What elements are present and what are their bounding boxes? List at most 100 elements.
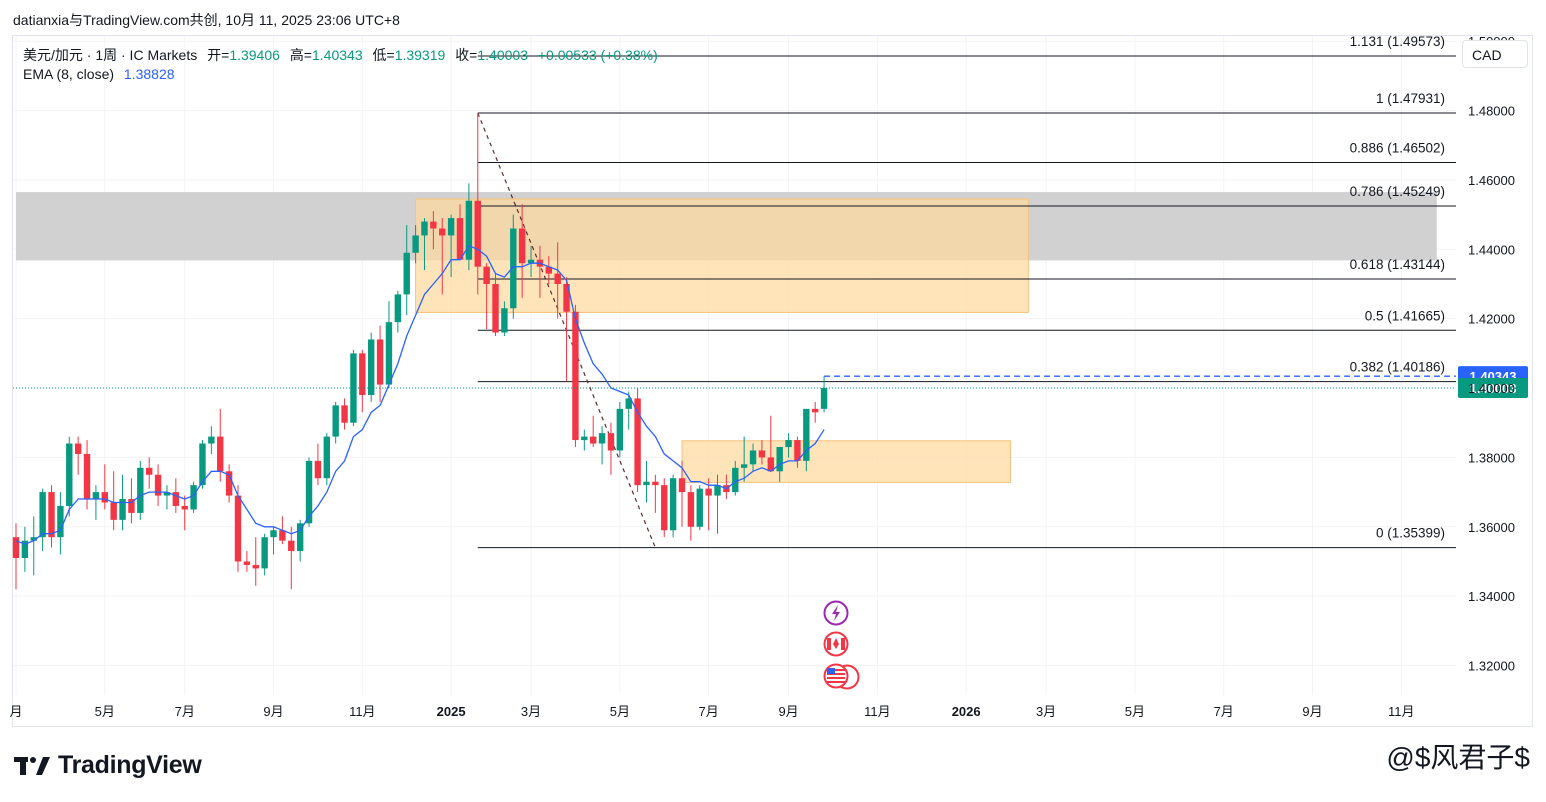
candle-body bbox=[359, 353, 366, 395]
candle-body bbox=[510, 228, 517, 309]
candle-body bbox=[572, 311, 579, 441]
candle-body bbox=[776, 447, 783, 472]
legend-high: 1.40343 bbox=[312, 47, 363, 63]
candle-body bbox=[225, 471, 233, 496]
x-tick-label: 9月 bbox=[1302, 704, 1322, 719]
candle-body bbox=[137, 467, 144, 513]
y-tick-label: 1.42000 bbox=[1468, 312, 1515, 327]
candle-body bbox=[83, 453, 91, 500]
ema-line bbox=[15, 244, 825, 545]
canada-flag-right-bar bbox=[841, 638, 845, 650]
candle-body bbox=[163, 492, 171, 496]
candles bbox=[12, 114, 828, 590]
event-markers bbox=[823, 600, 860, 690]
last-price-tag bbox=[1458, 377, 1528, 398]
time-axis: 月 5月 7月 9月 11月 2025 3月 5月 7月 9月 11月 2026 3月 5月 7月 9月 11月 bbox=[9, 704, 1414, 719]
candle-body bbox=[234, 495, 242, 562]
candle-body bbox=[350, 353, 357, 423]
ema-label: EMA (8, close) bbox=[23, 66, 115, 82]
canada-flag-leaf bbox=[833, 638, 839, 649]
candle-body bbox=[643, 481, 650, 486]
legend-high-label: 高= bbox=[289, 47, 312, 63]
candle-body bbox=[368, 339, 375, 395]
x-tick-label: 7月 bbox=[1214, 704, 1234, 719]
x-tick-label: 5月 bbox=[95, 704, 115, 719]
candle-body bbox=[767, 457, 774, 472]
ema-value: 1.38828 bbox=[123, 66, 175, 82]
usa-icon-ring bbox=[823, 663, 849, 689]
lightning-icon-bolt bbox=[832, 605, 840, 621]
fib-label: 0.786 (1.45249) bbox=[1350, 184, 1445, 199]
y-tick-label: 1.40000 bbox=[1468, 381, 1515, 396]
candle-body bbox=[190, 485, 197, 510]
candle-body bbox=[758, 450, 766, 458]
fib-label: 0.5 (1.41665) bbox=[1365, 308, 1445, 323]
candle-body bbox=[332, 405, 339, 437]
candle-body bbox=[483, 266, 490, 284]
candle-body bbox=[101, 492, 108, 503]
usa-flag-icon bbox=[823, 663, 860, 690]
x-tick-label: 月 bbox=[9, 704, 22, 719]
candle-body bbox=[616, 408, 624, 451]
candle-body bbox=[803, 408, 810, 461]
candle-body bbox=[181, 505, 188, 510]
candle-body bbox=[465, 200, 473, 260]
candle-body bbox=[261, 537, 268, 569]
candle-body bbox=[501, 308, 508, 333]
legend-ema[interactable]: EMA (8, close) 1.38828 bbox=[23, 66, 175, 82]
legend-change: +0.00533 (+0.38%) bbox=[537, 47, 658, 63]
x-tick-label: 2026 bbox=[952, 704, 981, 719]
candle-body bbox=[581, 436, 588, 441]
candle-body bbox=[74, 443, 82, 454]
candle-body bbox=[172, 492, 180, 506]
x-tick-label: 5月 bbox=[1125, 704, 1145, 719]
legend-low-label: 低= bbox=[372, 47, 395, 63]
candle-body bbox=[652, 481, 659, 486]
candle-body bbox=[128, 499, 135, 513]
candle-body bbox=[598, 433, 606, 444]
x-tick-label: 3月 bbox=[1036, 704, 1056, 719]
candle-body bbox=[279, 530, 286, 541]
y-tick-label: 1.48000 bbox=[1468, 104, 1515, 119]
orange-supply-zone bbox=[415, 198, 1029, 313]
canada-flag-left-bar bbox=[827, 638, 831, 650]
candle-body bbox=[92, 492, 100, 500]
candle-body bbox=[527, 259, 535, 264]
candle-body bbox=[314, 460, 322, 479]
candle-body bbox=[208, 436, 215, 444]
usa-flag-stripe bbox=[827, 681, 845, 683]
candle-body bbox=[57, 505, 64, 538]
candle-body bbox=[794, 440, 801, 461]
candle-body bbox=[554, 273, 561, 284]
usa-flag-canton bbox=[827, 668, 835, 674]
y-tick-label: 1.38000 bbox=[1468, 450, 1515, 465]
candle-body bbox=[217, 436, 224, 472]
currency-button[interactable]: CAD bbox=[1462, 40, 1528, 68]
candle-body bbox=[678, 478, 686, 493]
y-tick-label: 1.36000 bbox=[1468, 520, 1515, 535]
x-tick-label: 2025 bbox=[437, 704, 466, 719]
candle-body bbox=[518, 228, 526, 264]
candle-body bbox=[288, 540, 295, 552]
watermark: @$风君子$ bbox=[1386, 742, 1530, 773]
legend-ohlc: 美元/加元 · 1周 · IC Markets 开=1.39406 高=1.40… bbox=[23, 45, 658, 65]
candle-body bbox=[146, 467, 153, 475]
candle-body bbox=[394, 294, 402, 323]
legend-close: 1.40003 bbox=[477, 47, 528, 63]
legend-open: 1.39406 bbox=[229, 47, 280, 63]
fib-label: 0.886 (1.46502) bbox=[1350, 141, 1445, 156]
x-tick-label: 9月 bbox=[263, 704, 283, 719]
candle-body bbox=[669, 478, 677, 531]
legend-symbol: 美元/加元 · 1周 · IC Markets bbox=[23, 47, 198, 63]
tradingview-logo[interactable]: TradingView bbox=[14, 750, 202, 780]
candle-body bbox=[66, 443, 73, 506]
candle-body bbox=[661, 485, 668, 531]
chart-frame bbox=[12, 35, 1533, 727]
y-tick-label: 1.34000 bbox=[1468, 589, 1515, 604]
candle-body bbox=[421, 221, 428, 236]
candle-body bbox=[687, 492, 695, 527]
candle-body bbox=[323, 436, 330, 479]
x-tick-label: 9月 bbox=[778, 704, 798, 719]
fib-label: 0 (1.35399) bbox=[1376, 526, 1445, 541]
